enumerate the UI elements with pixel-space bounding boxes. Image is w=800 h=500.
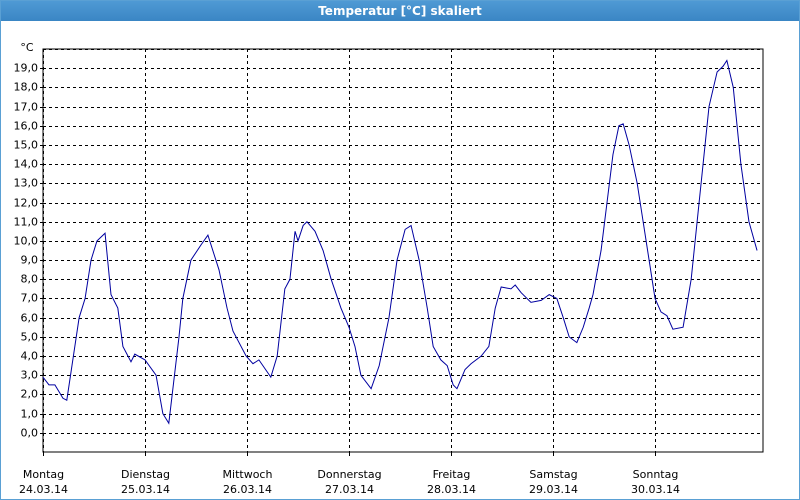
x-tick-date: 26.03.14 — [223, 483, 272, 496]
y-tick-label: 8,0 — [21, 273, 39, 286]
y-unit: °C — [20, 41, 34, 54]
y-tick-label: 11,0 — [14, 216, 39, 229]
y-tick-label: 10,0 — [14, 235, 39, 248]
y-tick-label: 9,0 — [21, 254, 39, 267]
x-tick-date: 28.03.14 — [427, 483, 476, 496]
title-bar: Temperatur [°C] skaliert — [1, 1, 799, 21]
y-tick-label: 12,0 — [14, 197, 39, 210]
x-tick-date: 27.03.14 — [325, 483, 374, 496]
x-tick-label: Dienstag — [121, 468, 170, 481]
x-tick-label: Sonntag — [633, 468, 679, 481]
x-tick-label: Montag — [23, 468, 64, 481]
y-tick-label: 1,0 — [21, 408, 39, 421]
y-tick-label: 18,0 — [14, 81, 39, 94]
x-tick-date: 30.03.14 — [631, 483, 680, 496]
x-tick-label: Mittwoch — [223, 468, 273, 481]
y-tick-label: 4,0 — [21, 350, 39, 363]
x-tick-label: Freitag — [433, 468, 471, 481]
y-tick-label: 17,0 — [14, 101, 39, 114]
y-tick-label: 16,0 — [14, 120, 39, 133]
x-tick-label: Samstag — [529, 468, 577, 481]
y-tick-label: 0,0 — [21, 427, 39, 440]
y-tick-label: 2,0 — [21, 388, 39, 401]
y-tick-label: 6,0 — [21, 312, 39, 325]
x-tick-date: 24.03.14 — [19, 483, 68, 496]
y-tick-label: 5,0 — [21, 331, 39, 344]
x-tick-date: 25.03.14 — [121, 483, 170, 496]
x-tick-label: Donnerstag — [317, 468, 381, 481]
y-tick-label: 7,0 — [21, 292, 39, 305]
y-tick-label: 14,0 — [14, 158, 39, 171]
x-tick-date: 29.03.14 — [529, 483, 578, 496]
temperature-line — [42, 59, 758, 425]
y-tick-label: 15,0 — [14, 139, 39, 152]
y-tick-label: 13,0 — [14, 177, 39, 190]
y-tick-label: 19,0 — [14, 62, 39, 75]
y-tick-label: 3,0 — [21, 369, 39, 382]
